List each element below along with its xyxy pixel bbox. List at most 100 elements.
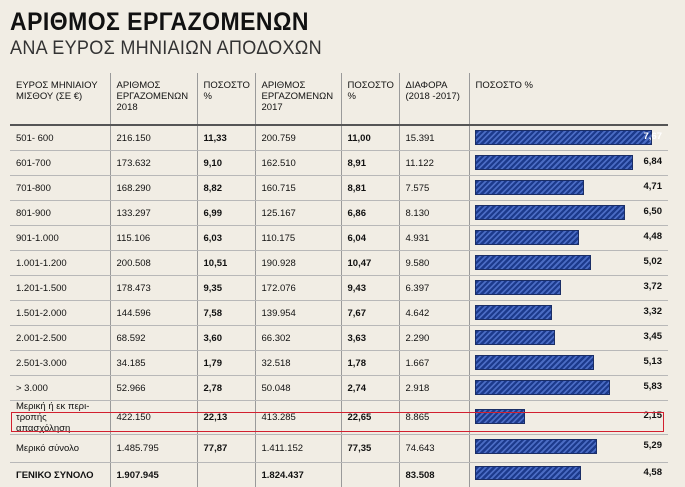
page-subtitle: ΑΝΑ ΕΥΡΟΣ ΜΗΝΙΑΙΩΝ ΑΠΟΔΟΧΩΝ: [10, 38, 322, 60]
cell-range: 601-700: [10, 151, 110, 176]
cell-difference: 83.508: [399, 463, 469, 487]
cell-change-bar: 5,02: [469, 251, 668, 276]
change-label: 3,45: [644, 331, 663, 342]
cell-difference: 4.931: [399, 226, 469, 251]
cell-change-bar: 6,50: [469, 201, 668, 226]
cell-percent-2017: 7,67: [341, 301, 399, 326]
cell-percent-2018: 9,10: [197, 151, 255, 176]
cell-percent-2017: 3,63: [341, 326, 399, 351]
cell-range: 701-800: [10, 176, 110, 201]
cell-range: > 3.000: [10, 376, 110, 401]
cell-percent-2018: 6,03: [197, 226, 255, 251]
cell-percent-2017: 10,47: [341, 251, 399, 276]
change-label: 5,13: [644, 356, 663, 367]
cell-percent-2017: [341, 463, 399, 487]
cell-percent-2017: 9,43: [341, 276, 399, 301]
cell-range: 801-900: [10, 201, 110, 226]
cell-percent-2018: 10,51: [197, 251, 255, 276]
cell-employees-2018: 168.290: [110, 176, 197, 201]
cell-percent-2017: 8,81: [341, 176, 399, 201]
cell-range: 501- 600: [10, 125, 110, 151]
cell-employees-2018: 422.150: [110, 401, 197, 435]
cell-employees-2018: 34.185: [110, 351, 197, 376]
cell-range: ΓΕΝΙΚΟ ΣΥΝΟΛΟ: [10, 463, 110, 487]
header-percent-2018: ΠΟΣΟΣΤΟ %: [197, 73, 255, 125]
cell-employees-2017: 190.928: [255, 251, 341, 276]
cell-percent-2017: 8,91: [341, 151, 399, 176]
cell-range: Μερική ή εκ περι-τροπής απασχόληση: [10, 401, 110, 435]
change-bar: [475, 466, 581, 480]
change-label: 6,50: [644, 206, 663, 217]
cell-change-bar: 6,84: [469, 151, 668, 176]
cell-percent-2017: 77,35: [341, 435, 399, 463]
cell-difference: 15.391: [399, 125, 469, 151]
cell-percent-2018: 2,78: [197, 376, 255, 401]
change-label: 2,15: [644, 410, 663, 421]
cell-range: 2.001-2.500: [10, 326, 110, 351]
change-label: 3,32: [644, 306, 663, 317]
cell-difference: 8.130: [399, 201, 469, 226]
cell-difference: 11.122: [399, 151, 469, 176]
header-range: ΕΥΡΟΣ ΜΗΝΙΑΙΟΥ ΜΙΣΘΟΥ (ΣΕ €): [10, 73, 110, 125]
cell-difference: 4.642: [399, 301, 469, 326]
cell-percent-2018: 3,60: [197, 326, 255, 351]
cell-employees-2018: 200.508: [110, 251, 197, 276]
cell-employees-2017: 162.510: [255, 151, 341, 176]
change-bar: [475, 305, 552, 320]
change-bar: [475, 280, 561, 295]
header-change-percent: ΠΟΣΟΣΤΟ %: [469, 73, 668, 125]
header-employees-2018: ΑΡΙΘΜΟΣ ΕΡΓΑΖΟΜΕΝΩΝ 2018: [110, 73, 197, 125]
cell-percent-2017: 1,78: [341, 351, 399, 376]
cell-change-bar: 5,29: [469, 435, 668, 463]
cell-change-bar: 3,32: [469, 301, 668, 326]
header-employees-2017: ΑΡΙΘΜΟΣ ΕΡΓΑΖΟΜΕΝΩΝ 2017: [255, 73, 341, 125]
cell-difference: 9.580: [399, 251, 469, 276]
cell-percent-2018: [197, 463, 255, 487]
change-bar: [475, 380, 610, 395]
cell-range: 1.201-1.500: [10, 276, 110, 301]
change-bar: [475, 355, 594, 370]
cell-percent-2017: 2,74: [341, 376, 399, 401]
cell-change-bar: 5,13: [469, 351, 668, 376]
change-label: 6,84: [644, 156, 663, 167]
change-label: 4,58: [644, 467, 663, 478]
header-percent-2017: ΠΟΣΟΣΤΟ %: [341, 73, 399, 125]
cell-change-bar: 3,72: [469, 276, 668, 301]
cell-employees-2018: 216.150: [110, 125, 197, 151]
cell-range: 901-1.000: [10, 226, 110, 251]
change-label: 7,67: [644, 131, 663, 142]
change-bar: [475, 180, 584, 195]
cell-percent-2018: 22,13: [197, 401, 255, 435]
cell-difference: 8.865: [399, 401, 469, 435]
change-label: 3,72: [644, 281, 663, 292]
cell-employees-2018: 173.632: [110, 151, 197, 176]
cell-percent-2017: 6,86: [341, 201, 399, 226]
cell-difference: 6.397: [399, 276, 469, 301]
change-bar: [475, 155, 633, 170]
cell-employees-2017: 1.411.152: [255, 435, 341, 463]
change-label: 5,02: [644, 256, 663, 267]
cell-employees-2018: 1.907.945: [110, 463, 197, 487]
change-bar: [475, 330, 555, 345]
cell-employees-2018: 52.966: [110, 376, 197, 401]
cell-difference: 1.667: [399, 351, 469, 376]
cell-employees-2017: 110.175: [255, 226, 341, 251]
change-bar: [475, 439, 597, 454]
cell-change-bar: 3,45: [469, 326, 668, 351]
cell-change-bar: 5,83: [469, 376, 668, 401]
cell-difference: 2.290: [399, 326, 469, 351]
cell-change-bar: 4,71: [469, 176, 668, 201]
cell-change-bar: 4,48: [469, 226, 668, 251]
cell-percent-2018: 9,35: [197, 276, 255, 301]
cell-employees-2018: 68.592: [110, 326, 197, 351]
